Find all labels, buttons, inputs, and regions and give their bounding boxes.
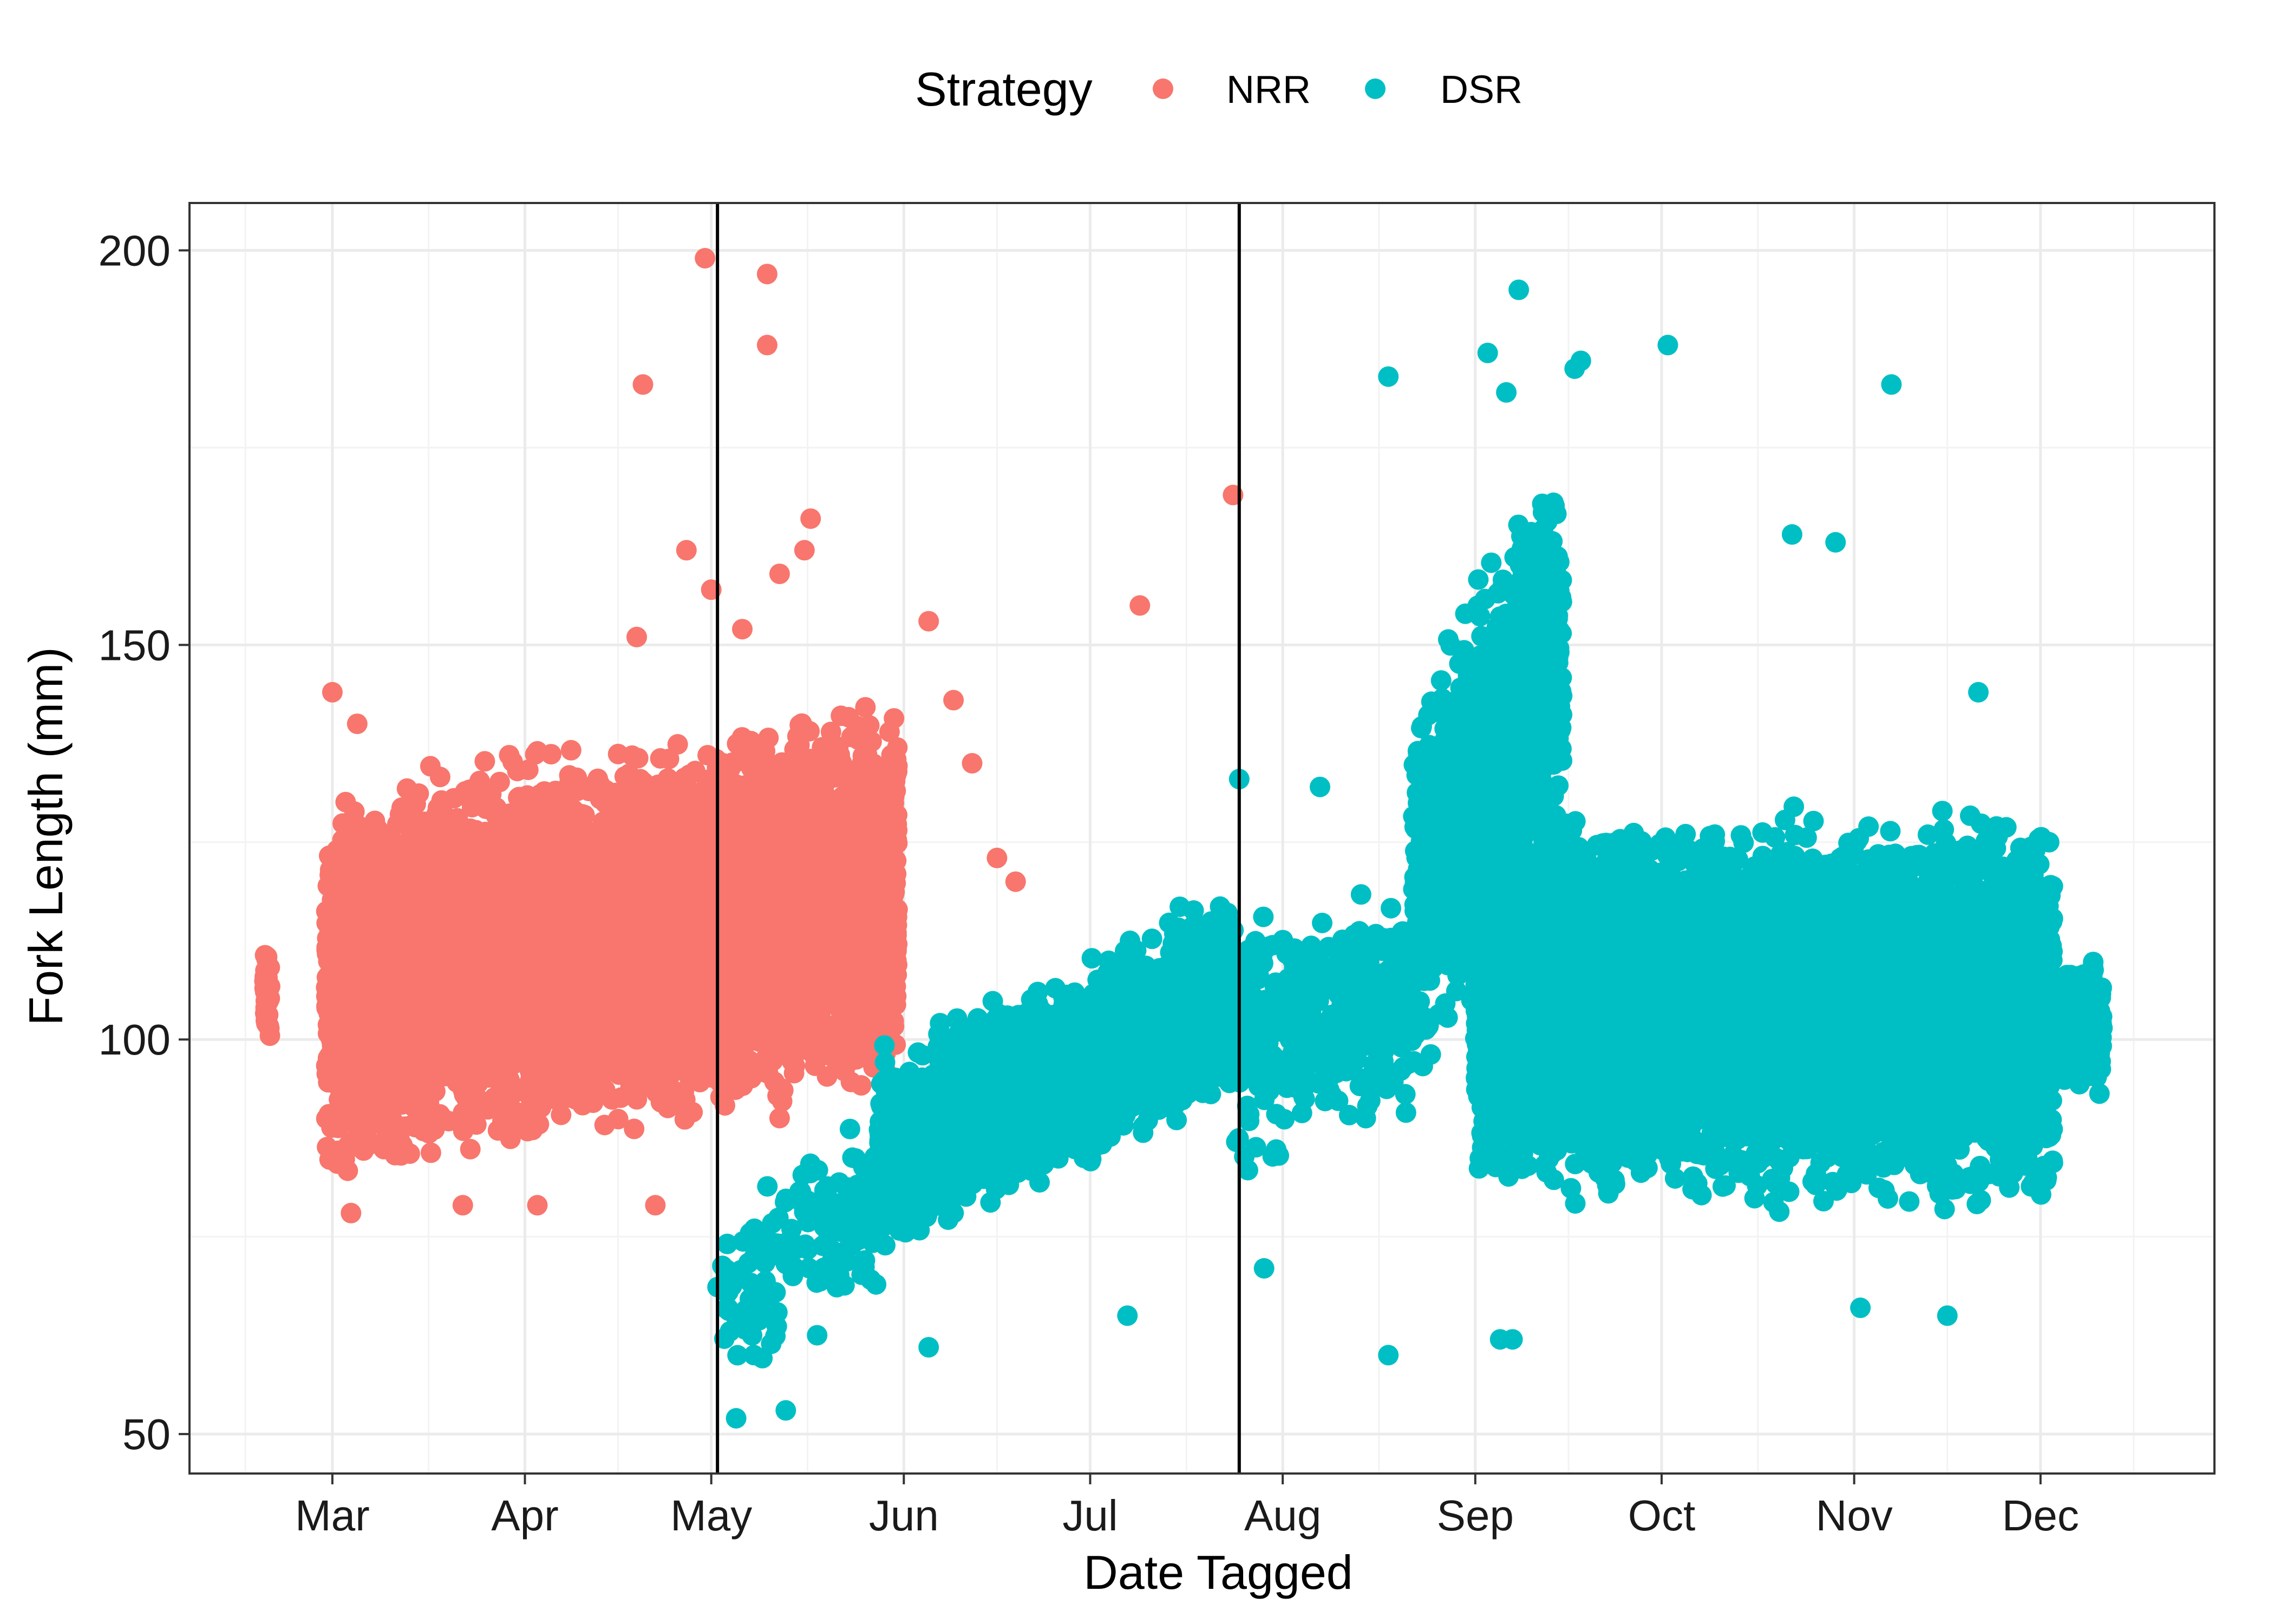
point-nrr	[259, 988, 280, 1009]
point-nrr	[816, 1066, 838, 1087]
point-nrr	[769, 1108, 790, 1129]
point-nrr	[474, 751, 495, 772]
point-nrr	[560, 739, 581, 761]
point-nrr	[713, 752, 734, 774]
series-nrr-points	[254, 697, 908, 1181]
point-nrr	[607, 743, 629, 764]
point-nrr	[855, 697, 876, 718]
point-nrr	[257, 946, 278, 967]
